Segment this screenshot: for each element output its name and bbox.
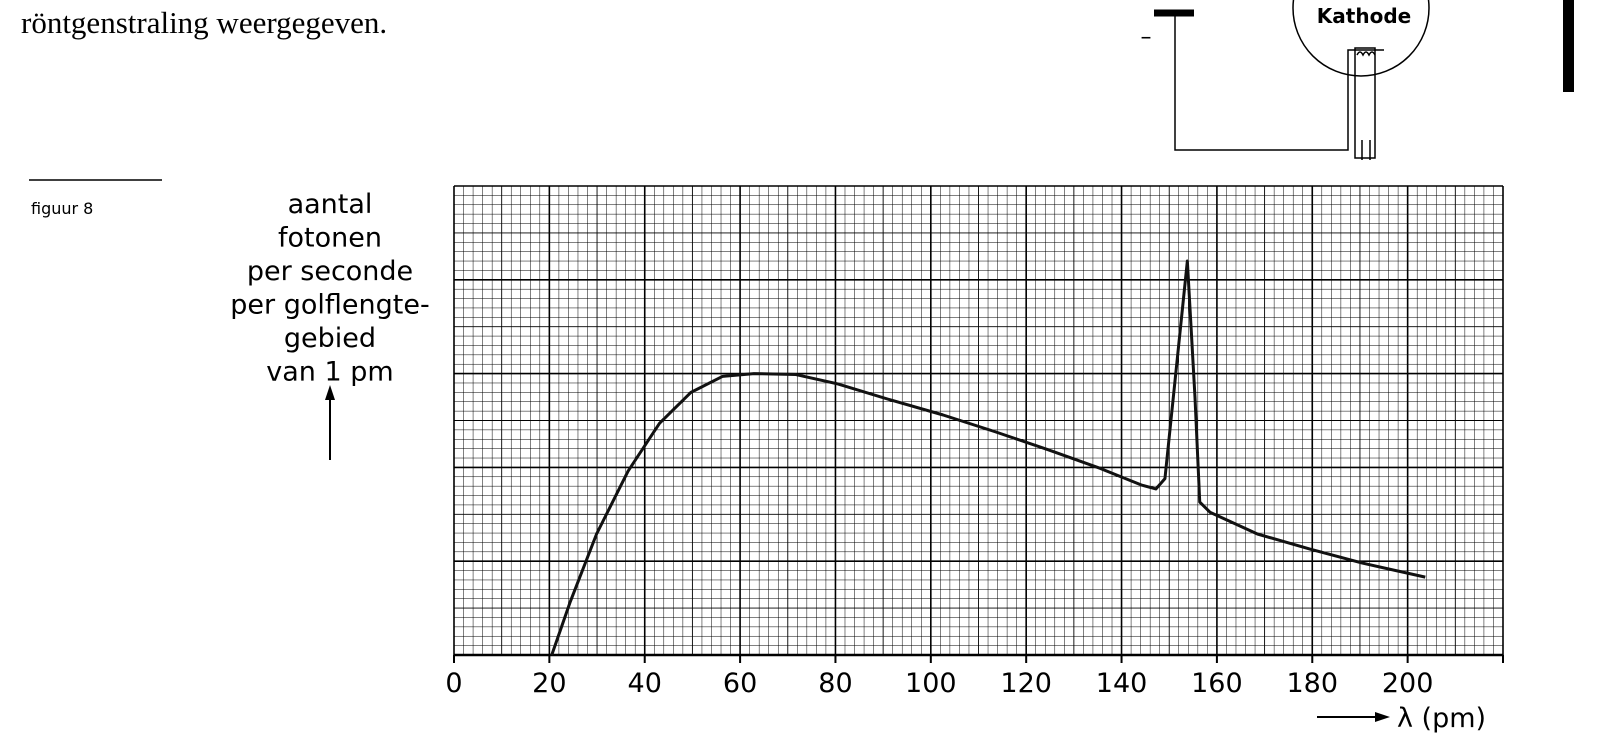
- x-tick-label: 140: [1096, 668, 1148, 699]
- body-text: röntgenstraling weergegeven.: [21, 5, 387, 40]
- y-axis-label: van 1 pm: [266, 357, 393, 388]
- x-tick-label: 0: [445, 668, 462, 699]
- tube-diagram: [1154, 0, 1430, 160]
- x-tick-label: 100: [905, 668, 957, 699]
- y-axis-label: fotonen: [278, 223, 382, 254]
- x-tick-label: 80: [818, 668, 852, 699]
- plot: 0 20 40 60 80 100 120 140 160 180 200 aantalfotonen…: [230, 185, 1504, 734]
- diagram-label: Kathode: [1317, 4, 1411, 28]
- y-axis-label: aantal: [288, 189, 373, 220]
- x-tick-label: 160: [1191, 668, 1243, 699]
- y-axis-label: per seconde: [247, 256, 413, 287]
- x-arrow-head: [1375, 712, 1390, 722]
- x-tick-label: 180: [1286, 668, 1338, 699]
- x-tick-label: 20: [532, 668, 566, 699]
- margin-bar: [1563, 0, 1574, 92]
- x-tick-label: 120: [1000, 668, 1052, 699]
- figure-label: figuur 8: [31, 199, 93, 218]
- x-tick-label: 60: [723, 668, 757, 699]
- y-axis-label: per golflengte-: [230, 290, 429, 321]
- data-line: [550, 259, 1426, 656]
- x-tick-label: 200: [1382, 668, 1434, 699]
- y-axis-label: gebied: [284, 323, 376, 354]
- x-tick-label: 40: [628, 668, 662, 699]
- minus-sign: –: [1141, 25, 1152, 50]
- y-arrow-head: [325, 385, 335, 400]
- x-axis-label: λ (pm): [1397, 703, 1486, 734]
